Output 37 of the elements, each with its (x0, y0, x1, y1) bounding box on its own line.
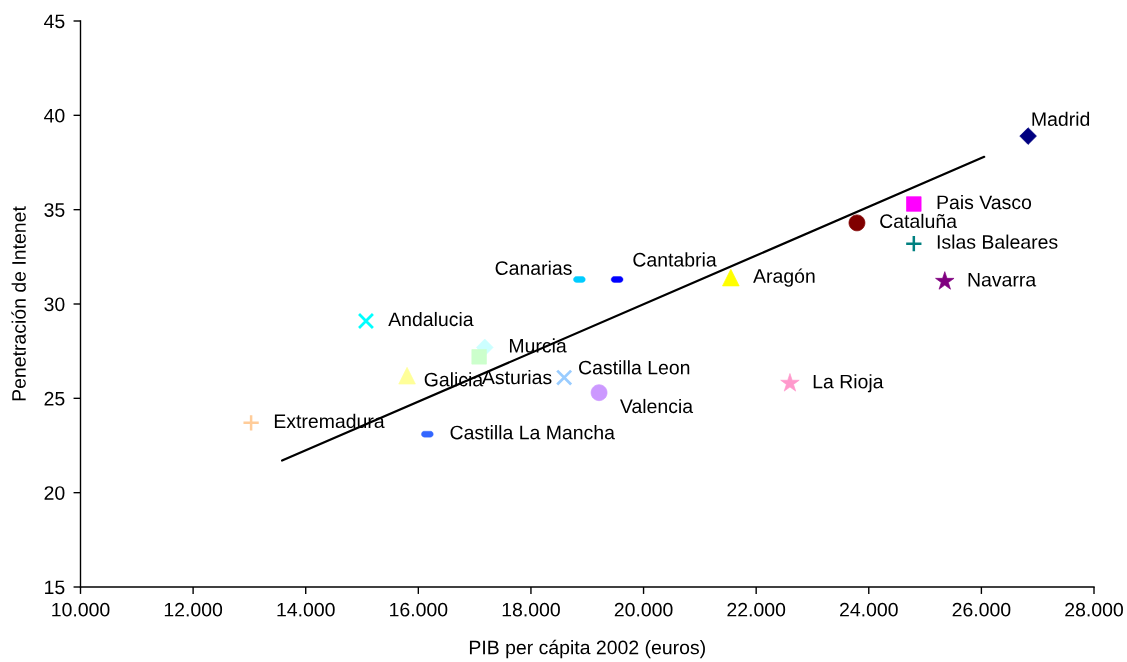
y-tick-label: 45 (44, 14, 65, 29)
x-tick-label: 24.000 (840, 602, 898, 617)
series-label: La Rioja (813, 374, 884, 393)
series-label: Asturias (481, 369, 552, 385)
y-tick-label: 20 (44, 486, 65, 500)
x-tick-label: 10.000 (52, 602, 110, 617)
series-label: Cataluña (880, 213, 958, 229)
series-label: Castilla Leon (579, 360, 690, 375)
x-tick-label: 20.000 (614, 602, 673, 617)
point (904, 234, 923, 253)
x-tick-label: 26.000 (952, 602, 1011, 617)
series-label: Madrid (1032, 111, 1090, 127)
point (357, 312, 375, 330)
x-tick-label: 16.000 (390, 602, 448, 617)
series-label: Valencia (619, 398, 694, 414)
point (555, 369, 573, 386)
x-axis-title: PIB per cápita 2002 (euros) (469, 639, 705, 659)
y-axis-title: Penetración de Intenet (11, 206, 26, 401)
y-tick-label: 35 (44, 203, 65, 217)
y-tick-label: 15 (45, 580, 65, 595)
series-label: Islas Baleares (937, 234, 1058, 249)
x-tick-label: 22.000 (727, 602, 786, 617)
series-label: Castilla La Mancha (450, 425, 615, 440)
series-label: Cantabria (633, 252, 717, 267)
series-label: Andalucia (388, 311, 474, 327)
y-tick-label: 30 (44, 297, 65, 312)
y-tick-label: 40 (44, 108, 65, 123)
x-tick-label: 28.000 (1065, 602, 1123, 617)
series-label: Aragón (753, 268, 815, 287)
x-tick-label: 12.000 (164, 602, 223, 617)
point (242, 413, 260, 432)
series-label: Navarra (968, 273, 1037, 287)
series-label: Canarias (495, 260, 572, 275)
series-label: Pais Vasco (937, 194, 1032, 210)
x-tick-label: 18.000 (502, 602, 560, 617)
y-tick-label: 25 (44, 391, 65, 406)
x-tick-label: 14.000 (277, 602, 335, 617)
